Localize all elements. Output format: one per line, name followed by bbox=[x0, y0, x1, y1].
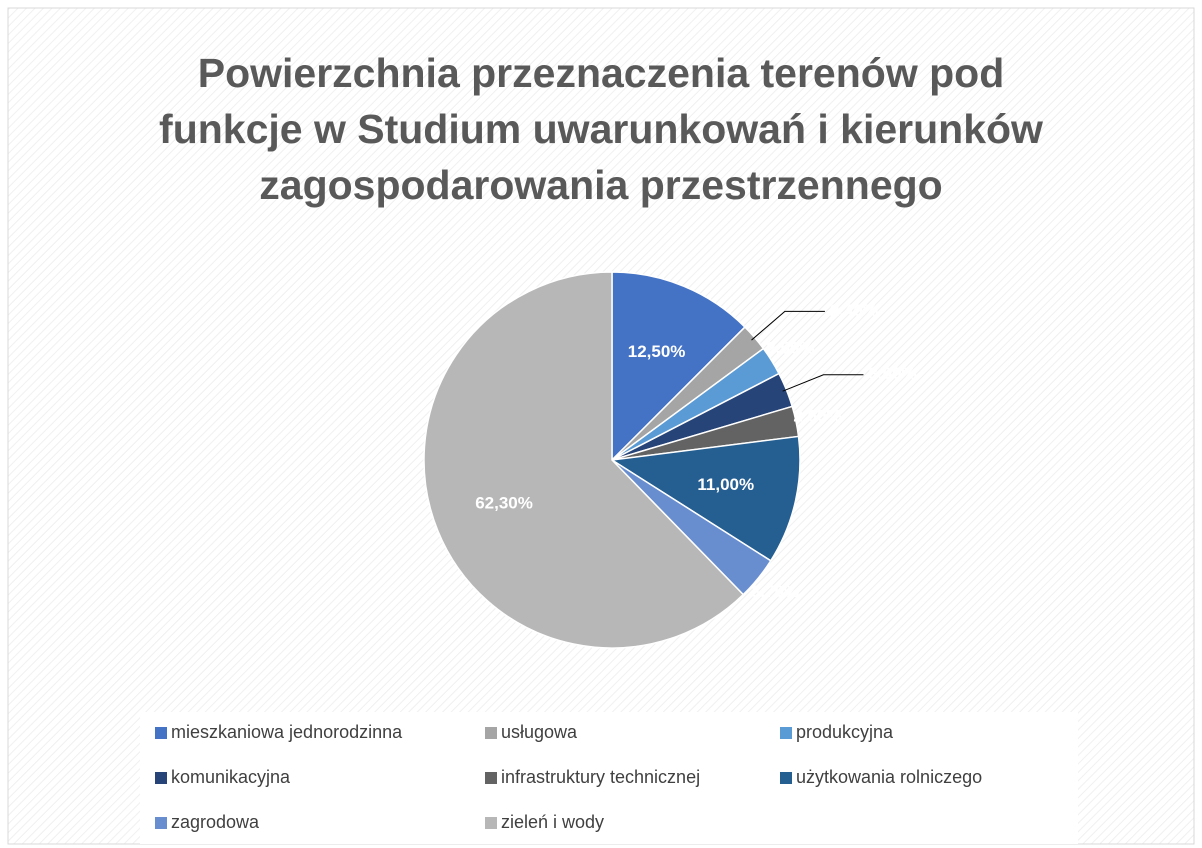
pie-slice bbox=[609, 435, 801, 562]
legend-label: zieleń i wody bbox=[501, 812, 604, 832]
data-label: 11,00% bbox=[697, 475, 754, 494]
chart-title: Powierzchnia przeznaczenia terenów pod fu… bbox=[159, 50, 1043, 208]
legend-swatch bbox=[485, 772, 497, 784]
leader-line bbox=[782, 374, 864, 392]
legend-swatch bbox=[780, 772, 792, 784]
legend-label: komunikacyjna bbox=[171, 767, 291, 787]
legend-box bbox=[140, 712, 1078, 844]
legend-label: infrastruktury technicznej bbox=[501, 767, 700, 787]
legend-label: usługowa bbox=[501, 722, 578, 742]
legend-label: mieszkaniowa jednorodzinna bbox=[171, 722, 403, 742]
legend-label: użytkowania rolniczego bbox=[796, 767, 982, 787]
chart-title-line: Powierzchnia przeznaczenia terenów pod bbox=[198, 50, 1005, 96]
legend-swatch bbox=[780, 727, 792, 739]
data-label: 3,00% bbox=[868, 364, 916, 383]
data-label: 12,50% bbox=[628, 342, 686, 361]
data-label: 2,60% bbox=[793, 406, 841, 425]
data-label: 62,30% bbox=[475, 493, 533, 512]
data-label: 2,40% bbox=[830, 301, 878, 320]
legend-swatch bbox=[485, 817, 497, 829]
chart-title-line: zagospodarowania przestrzennego bbox=[259, 162, 942, 208]
legend-swatch bbox=[155, 772, 167, 784]
legend-label: produkcyjna bbox=[796, 722, 894, 742]
data-label: 2,50% bbox=[766, 339, 814, 358]
pie-slice bbox=[423, 271, 745, 649]
pie-slice bbox=[611, 271, 746, 462]
leader-line bbox=[751, 310, 825, 341]
legend-swatch bbox=[155, 727, 167, 739]
chart-title-line: funkcje w Studium uwarunkowań i kierunkó… bbox=[159, 106, 1043, 152]
data-label: 3,70% bbox=[751, 582, 799, 601]
legend-swatch bbox=[155, 817, 167, 829]
legend-label: zagrodowa bbox=[171, 812, 260, 832]
legend-swatch bbox=[485, 727, 497, 739]
